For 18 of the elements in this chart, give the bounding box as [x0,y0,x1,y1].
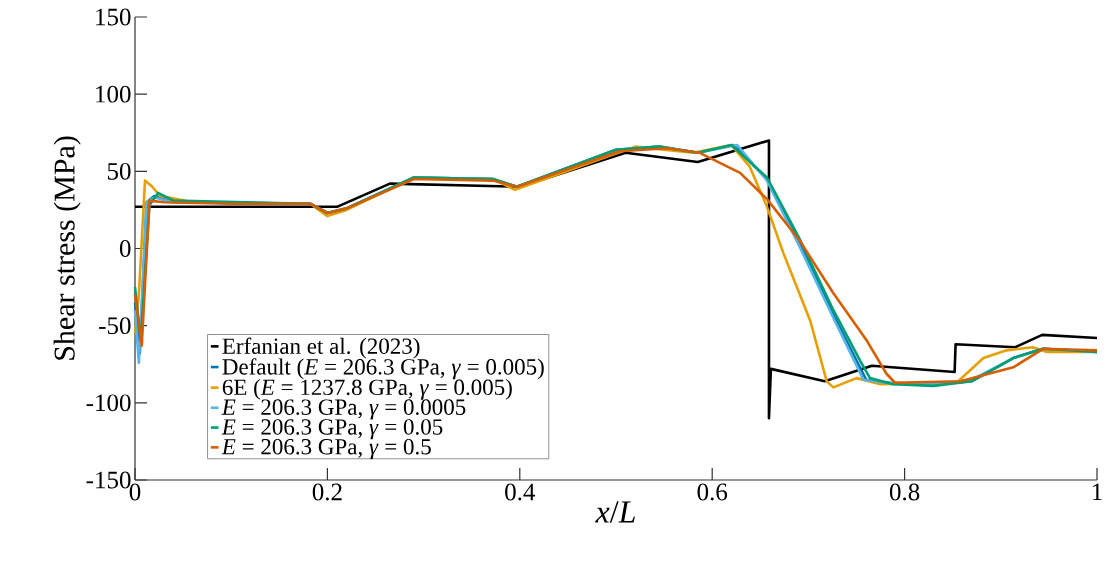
x-tick-label: 0.8 [889,483,920,501]
legend-label: E = 206.3 GPa, γ = 0.05 [221,419,443,440]
legend-label: Erfanian et al. (2023) [222,337,420,359]
x-tick-label: 0.2 [312,483,342,501]
legend-label: Default (E = 206.3 GPa, γ = 0.005) [222,358,544,380]
y-tick-label: -50 [99,317,131,335]
x-tick-label: 1 [1092,483,1102,501]
y-tick-label: -100 [86,394,131,412]
y-tick-label: -150 [86,471,131,489]
y-axis-title: Shear stress (MPa) [53,136,81,360]
x-axis-title: x/L [595,501,635,523]
y-tick-label: 0 [119,240,131,257]
y-tick-label: 100 [96,85,131,103]
legend-label: E = 206.3 GPa, γ = 0.0005 [221,399,466,420]
x-tick-label: 0.4 [505,483,536,501]
y-tick-label: 50 [107,162,131,180]
x-tick-label: 0.6 [697,483,728,501]
y-tick-label: 150 [96,8,131,26]
